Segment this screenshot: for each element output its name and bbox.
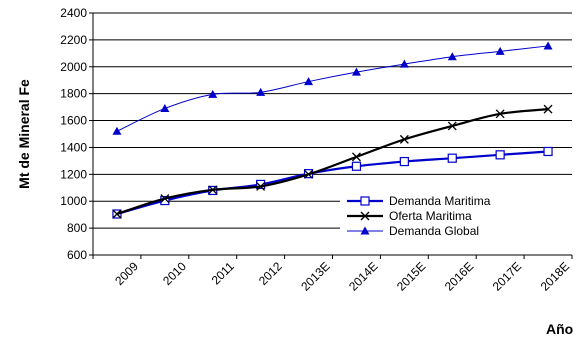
y-axis-title: Mt de Mineral Fe [16,79,32,189]
data-point-stroke [447,121,457,131]
x-tick-label: 2009 [112,259,141,288]
y-tick-label: 1400 [60,140,87,154]
data-point [208,89,218,98]
x-tick-label: 2011 [209,259,237,287]
data-point [256,181,266,191]
legend-label: Demanda Maritima [389,194,491,208]
data-point-stroke [256,181,266,191]
data-point [160,103,170,112]
y-tick-label: 2400 [60,6,87,20]
data-point [360,196,370,206]
data-point [160,194,170,203]
data-point-stroke [351,152,361,162]
legend-label: Oferta Maritima [389,209,472,223]
y-tick-label: 2200 [60,33,87,47]
y-tick-label: 1200 [60,167,87,181]
data-point [351,161,362,171]
x-tick-label: 2015E [394,259,428,293]
data-point [360,211,370,221]
data-point [399,59,409,68]
data-point [112,126,122,135]
gridlines [92,12,572,256]
x-tick-label: 2017E [490,259,524,293]
data-point-stroke [304,169,314,179]
y-tick-label: 1600 [60,114,87,128]
x-tick-label: 2012 [256,259,285,288]
data-point [256,87,266,96]
data-point [543,146,553,157]
data-point-stroke [360,211,370,221]
y-tick-label: 800 [67,221,87,235]
data-point [304,169,314,179]
x-tick-label: 2016E [442,259,476,293]
data-point-stroke [208,185,218,195]
data-point [447,121,457,131]
x-axis-title: Año [546,321,573,337]
data-point [495,109,505,119]
data-point [304,77,314,86]
legend-label: Demanda Global [389,224,479,238]
y-tick-label: 1000 [60,194,87,208]
data-point [351,152,361,162]
data-point-stroke [399,134,409,144]
series-line [116,108,549,216]
y-tick-label: 2000 [60,60,87,74]
series-line [116,150,549,216]
data-point [256,179,266,190]
data-point [208,185,218,195]
y-axis-ticks: 600 800 1000 1200 1400 1600 1800 2000 2200 2400 [60,6,93,262]
data-point-stroke [495,109,505,119]
series-line [116,45,549,132]
y-tick-label: 600 [67,248,87,262]
series-lines [112,41,553,219]
data-point [360,226,370,235]
data-point [399,156,409,167]
x-tick-label: 2010 [160,259,189,288]
data-point-stroke [112,209,122,219]
data-point [112,209,122,219]
data-point [399,134,409,144]
data-point [351,67,361,76]
x-tick-label: 2013E [298,259,332,293]
data-point [543,104,553,114]
x-tick-label: 2014E [346,259,380,293]
x-axis-ticks: 2009 2010 2011 2012 2013E 2014E 2015E 2016E 2017… [92,255,573,294]
x-tick-label: 2018E [538,259,572,293]
data-point [495,46,505,55]
data-point [447,52,457,61]
data-point [447,153,457,163]
data-point-stroke [160,194,170,203]
y-tick-label: 1800 [60,87,87,101]
data-point-stroke [543,104,553,114]
data-point [495,150,505,160]
data-point [543,41,553,50]
